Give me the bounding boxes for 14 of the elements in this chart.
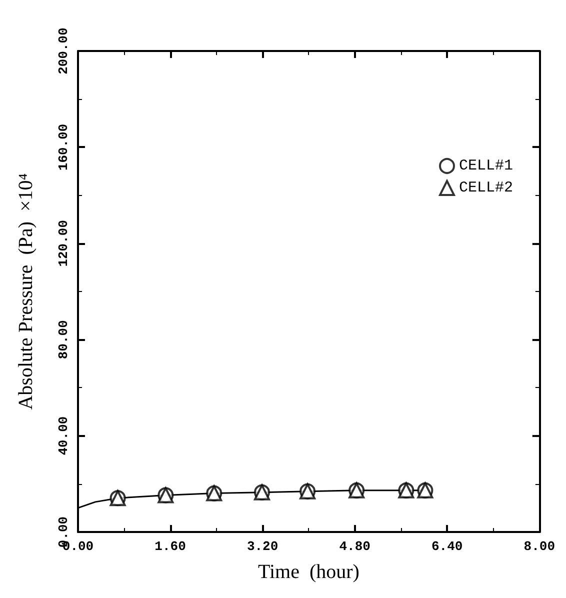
x-tick-label: 6.40 [432,539,463,554]
y-tick-label: 120.00 [56,220,71,267]
x-axis-title: Time (hour) [258,561,360,583]
x-tick-label: 1.60 [154,539,186,554]
x-tick-label: 4.80 [339,539,371,554]
y-tick-label: 40.00 [56,416,71,456]
x-tick-label: 8.00 [524,539,556,554]
legend-label: CELL#2 [458,180,514,196]
y-tick-label: 200.00 [56,27,71,74]
y-axis-title: Absolute Pressure (Pa) ×10⁴ [15,173,37,410]
y-tick-label: 160.00 [56,124,71,171]
legend-label: CELL#1 [458,158,514,174]
x-tick-label: 3.20 [246,539,278,554]
y-tick-label: 80.00 [56,320,71,360]
